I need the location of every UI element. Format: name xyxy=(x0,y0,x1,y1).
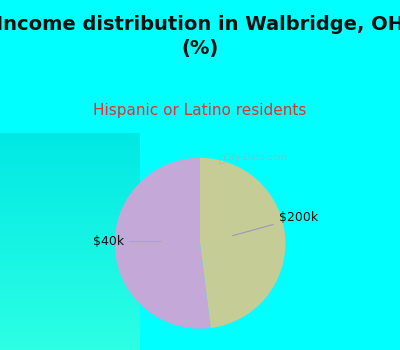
Text: Hispanic or Latino residents: Hispanic or Latino residents xyxy=(93,103,307,118)
Text: $40k: $40k xyxy=(93,235,161,248)
Wedge shape xyxy=(115,158,211,329)
Text: ⦾: ⦾ xyxy=(218,153,224,163)
Text: Income distribution in Walbridge, OH
(%): Income distribution in Walbridge, OH (%) xyxy=(0,15,400,58)
Text: City-Data.com: City-Data.com xyxy=(224,153,288,162)
Text: $200k: $200k xyxy=(232,211,318,236)
Wedge shape xyxy=(200,158,285,328)
